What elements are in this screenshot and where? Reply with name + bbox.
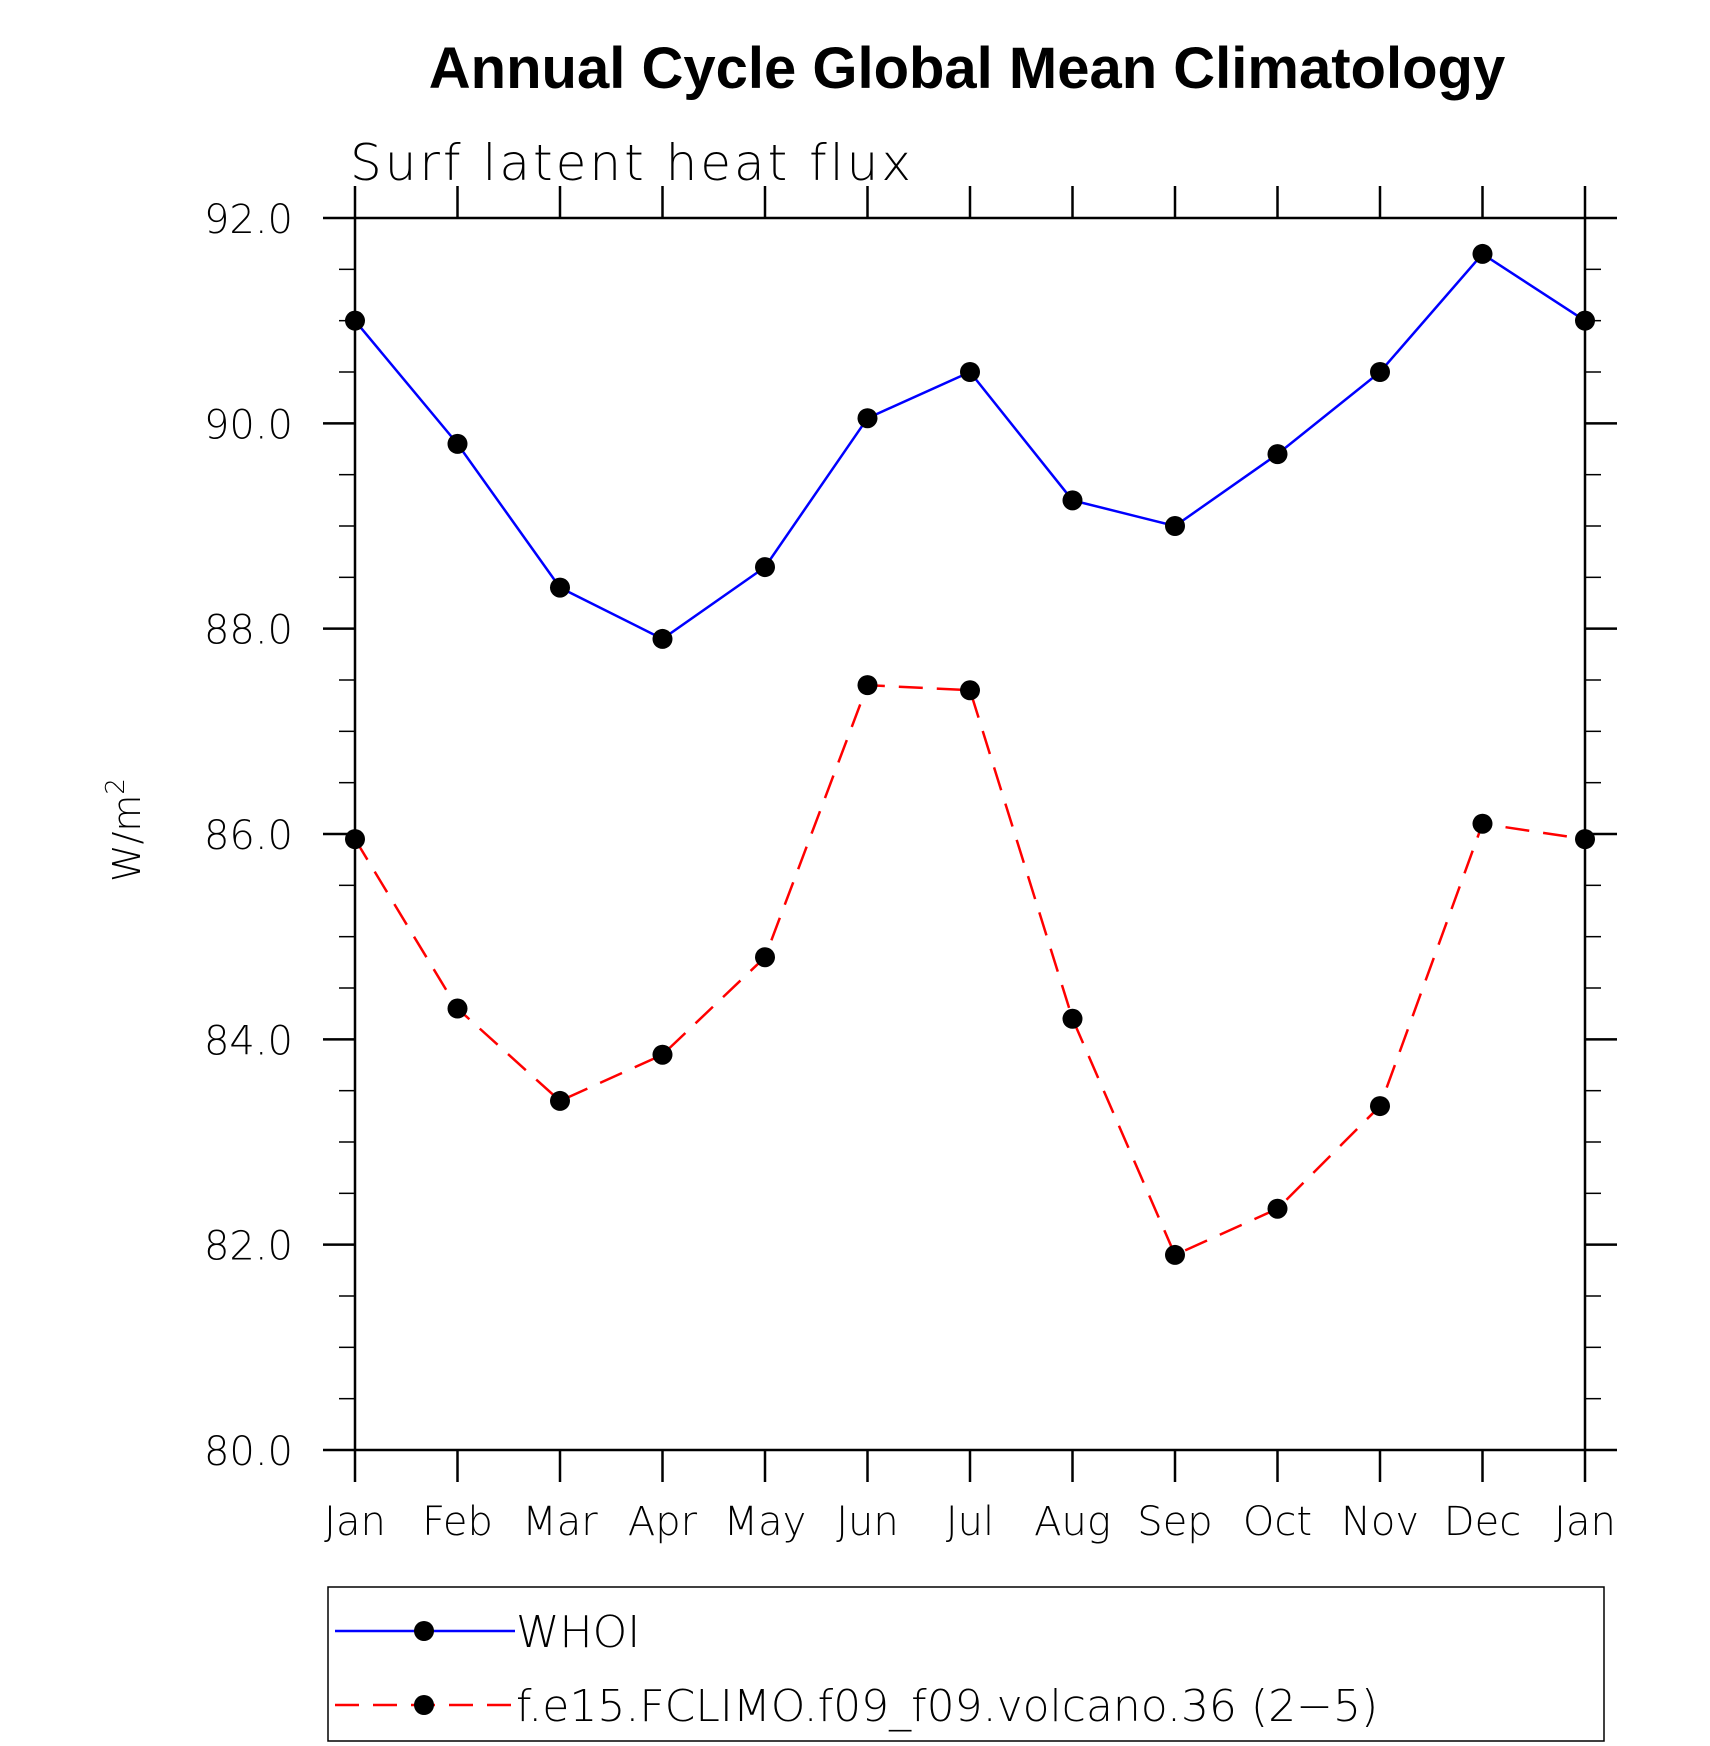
plot-axes: Jan Feb Mar Apr May Jun Jul Aug Sep Oct Nov Dec Jan 8… xyxy=(204,186,1617,1545)
y-tick-label: 90.0 xyxy=(204,402,293,448)
data-point-series-0 xyxy=(857,408,878,429)
series-line-1 xyxy=(353,683,1586,1257)
y-tick-label: 86.0 xyxy=(204,813,293,859)
data-point-series-1 xyxy=(1575,829,1595,850)
data-point-series-0 xyxy=(1370,362,1390,382)
svg-text:W/m2: W/m2 xyxy=(101,778,149,882)
x-tick-label: Jan xyxy=(324,1499,386,1545)
x-tick-label: Jul xyxy=(946,1499,994,1545)
data-point-series-1 xyxy=(1267,1198,1288,1219)
y-tick-label: 88.0 xyxy=(204,608,293,654)
legend-box xyxy=(327,1586,1605,1742)
data-point-series-0 xyxy=(447,433,468,454)
data-point-series-0 xyxy=(1575,310,1595,331)
y-tick-label: 80.0 xyxy=(204,1429,293,1475)
x-tick-label: Aug xyxy=(1034,1499,1111,1545)
data-point-series-1 xyxy=(550,1090,570,1111)
data-point-series-1 xyxy=(447,998,468,1019)
y-axis-label-text: W/m xyxy=(105,795,149,882)
x-tick-label: May xyxy=(724,1499,807,1545)
y-axis-label-superscript: 2 xyxy=(101,778,131,795)
data-point-series-1 xyxy=(652,1044,673,1065)
plot-frame xyxy=(353,216,1587,1452)
chart-subtitle: Surf latent heat flux xyxy=(350,134,914,192)
x-tick-label: Jan xyxy=(1554,1499,1616,1545)
legend-marker-whoi xyxy=(414,1621,434,1641)
data-point-series-1 xyxy=(1472,813,1493,834)
data-point-series-0 xyxy=(1267,444,1288,465)
y-tick-label: 92.0 xyxy=(204,197,293,243)
x-tick-label: Jun xyxy=(836,1499,899,1545)
data-point-series-0 xyxy=(1165,516,1185,536)
x-tick-label: Mar xyxy=(522,1499,598,1545)
data-point-series-0 xyxy=(652,628,673,649)
x-tick-label: Sep xyxy=(1137,1499,1212,1545)
data-point-series-1 xyxy=(1165,1244,1185,1265)
legend-label-whoi: WHOI xyxy=(516,1607,640,1658)
y-tick-label: 84.0 xyxy=(204,1018,293,1064)
series-line-0 xyxy=(354,252,1586,641)
x-tick-label: Apr xyxy=(628,1499,698,1545)
data-point-series-0 xyxy=(550,577,570,598)
data-point-series-1 xyxy=(857,675,878,696)
data-point-series-0 xyxy=(755,557,775,578)
data-point-series-1 xyxy=(960,680,980,701)
legend: WHOI f.e15.FCLIMO.f09_f09.volcano.36 (2−… xyxy=(327,1586,1605,1742)
x-tick-label: Oct xyxy=(1243,1499,1312,1545)
data-point-series-1 xyxy=(755,947,775,968)
legend-label-volcano: f.e15.FCLIMO.f09_f09.volcano.36 (2−5) xyxy=(516,1681,1378,1732)
data-point-series-0 xyxy=(345,310,365,331)
data-point-series-0 xyxy=(1472,243,1493,264)
data-point-series-0 xyxy=(960,362,980,382)
data-point-series-1 xyxy=(1370,1096,1390,1117)
chart-title: Annual Cycle Global Mean Climatology xyxy=(429,36,1505,101)
x-tick-label: Dec xyxy=(1444,1499,1521,1545)
x-tick-label: Feb xyxy=(422,1499,493,1545)
series-layer xyxy=(345,243,1595,1265)
y-tick-label: 82.0 xyxy=(204,1224,293,1270)
x-tick-label: Nov xyxy=(1341,1499,1419,1545)
data-point-series-0 xyxy=(1062,490,1083,511)
legend-marker-volcano xyxy=(414,1695,434,1715)
y-axis-label: W/m2 xyxy=(101,778,149,882)
data-point-series-1 xyxy=(345,829,365,850)
data-point-series-1 xyxy=(1062,1008,1083,1029)
